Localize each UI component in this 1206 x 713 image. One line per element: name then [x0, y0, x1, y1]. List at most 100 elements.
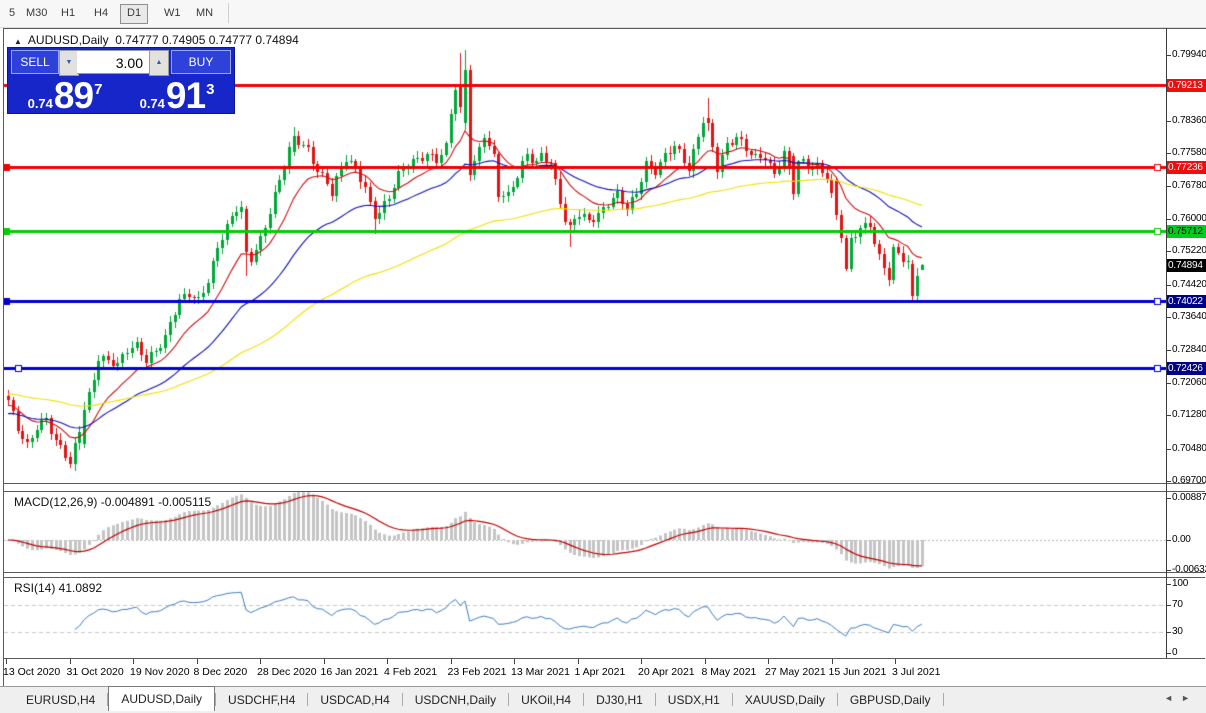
chart-tab-audusd-daily[interactable]: AUDUSD,Daily [108, 686, 216, 711]
timeframe-button-5[interactable]: 5 [9, 7, 16, 19]
volume-decrease-button[interactable]: ▼ [59, 50, 79, 76]
chart-tab-usdcad-h4[interactable]: USDCAD,H4 [320, 693, 390, 707]
price-level-label: 0.77236 [1167, 161, 1206, 175]
date-tick [514, 659, 515, 664]
date-tick-label: 31 Oct 2020 [66, 666, 124, 678]
price-tick-label: 0.69700 [1172, 474, 1206, 486]
price-level-label: 0.74022 [1167, 295, 1206, 309]
chart-tab-bar: EURUSD,H4 AUDUSD,Daily USDCHF,H4 USDCAD,H4 U… [0, 686, 1206, 713]
sell-price[interactable]: 0.74 89 7 [27, 75, 103, 116]
chart-tab-eurusd-h4[interactable]: EURUSD,H4 [26, 693, 96, 707]
toolbar-separator [228, 3, 229, 23]
date-tick [69, 659, 71, 664]
price-tick-label: 0.77580 [1172, 147, 1206, 159]
rsi-tick [1166, 632, 1171, 634]
macd-tick [1166, 570, 1171, 572]
tab-scroll-arrows[interactable]: ◄► [1164, 693, 1198, 703]
price-tick-label: 0.72060 [1172, 376, 1206, 388]
tab-separator [836, 693, 838, 707]
macd-tick-label: -0.00632 [1172, 564, 1206, 576]
tab-scroll-left-icon[interactable]: ◄ [1164, 693, 1182, 703]
price-tick [1166, 186, 1171, 188]
date-tick [641, 659, 642, 664]
tab-separator [508, 693, 510, 707]
tab-separator [731, 693, 733, 707]
tab-separator [401, 693, 403, 707]
buy-button[interactable]: BUY [171, 50, 231, 74]
macd-tick-label: 0.00 [1172, 534, 1191, 545]
symbol-label: AUDUSD,Daily [27, 33, 109, 47]
date-tick-label: 8 Dec 2020 [193, 666, 248, 678]
macd-indicator-label: MACD(12,26,9) -0.004891 -0.005115 [14, 495, 212, 509]
price-tick-label: 0.73640 [1172, 311, 1206, 323]
macd-rsi-splitter[interactable] [3, 572, 1205, 573]
rsi-tick [1166, 604, 1171, 606]
chart-tab-ukoil-h4[interactable]: UKOil,H4 [521, 693, 572, 707]
macd-panel-top-border [3, 491, 1205, 492]
rsi-tick-label: 100 [1172, 578, 1189, 589]
sell-button[interactable]: SELL [11, 50, 59, 74]
collapse-panel-icon[interactable]: ▲ [14, 37, 22, 46]
date-tick [323, 659, 325, 664]
chart-tab-usdchf-h4[interactable]: USDCHF,H4 [228, 693, 296, 707]
date-tick-label: 8 May 2021 [701, 666, 757, 678]
ohlc-values: 0.74777 0.74905 0.74777 0.74894 [115, 33, 299, 47]
date-tick [704, 659, 706, 664]
chart-tab-gbpusd-daily[interactable]: GBPUSD,Daily [849, 693, 931, 707]
date-tick-label: 15 Jun 2021 [828, 666, 887, 678]
date-tick [577, 659, 579, 664]
price-tick-label: 0.74420 [1172, 278, 1206, 290]
main-macd-splitter[interactable] [3, 483, 1205, 484]
tab-scroll-right-icon[interactable]: ► [1181, 693, 1198, 703]
date-tick [387, 659, 388, 664]
macd-tick-label: 0.008871 [1172, 491, 1206, 503]
date-tick [133, 659, 134, 664]
price-tick [1166, 382, 1171, 384]
timeframe-button-w1[interactable]: W1 [164, 7, 181, 19]
tab-separator [307, 693, 309, 707]
date-tick [450, 659, 452, 664]
chart-tab-usdx-h1[interactable]: USDX,H1 [667, 693, 720, 707]
price-tick-label: 0.76780 [1172, 180, 1206, 192]
volume-increase-button[interactable]: ▲ [149, 50, 169, 76]
price-level-label: 0.72426 [1167, 361, 1206, 375]
chart-tab-dj30-h1[interactable]: DJ30,H1 [596, 693, 643, 707]
price-tick [1166, 251, 1171, 253]
date-tick-label: 13 Oct 2020 [3, 666, 61, 678]
price-tick [1166, 415, 1171, 417]
price-tick-label: 0.79940 [1172, 49, 1206, 60]
rsi-tick [1166, 653, 1171, 654]
rsi-tick-label: 30 [1172, 626, 1183, 638]
date-tick-label: 19 Nov 2020 [130, 666, 190, 678]
timeframe-button-h4[interactable]: H4 [94, 7, 109, 19]
date-tick-label: 4 Feb 2021 [384, 666, 438, 678]
price-level-label: 0.74894 [1167, 258, 1206, 272]
price-tick [1166, 153, 1171, 155]
price-tick [1166, 120, 1171, 122]
price-tick [1166, 448, 1171, 450]
timeframe-button-m30[interactable]: M30 [26, 7, 48, 19]
timeframe-button-d1[interactable]: D1 [120, 4, 149, 24]
timeframe-button-mn[interactable]: MN [196, 7, 214, 19]
rsi-tick-label: 0 [1172, 647, 1178, 658]
price-tick-label: 0.70480 [1172, 442, 1206, 454]
date-tick [768, 659, 769, 664]
rsi-indicator-label: RSI(14) 41.0892 [14, 581, 103, 595]
date-tick-label: 20 Apr 2021 [638, 666, 695, 678]
volume-input[interactable]: 3.00 [77, 50, 149, 74]
price-tick [1166, 218, 1171, 220]
chart-tab-usdcnh-daily[interactable]: USDCNH,Daily [414, 693, 497, 707]
timeframe-toolbar: 5 M30 H1 H4 D1 W1 MN [0, 0, 1206, 28]
rsi-tick-label: 70 [1172, 598, 1183, 610]
tab-separator [107, 693, 109, 707]
price-tick [1166, 55, 1171, 56]
price-tick-label: 0.71280 [1172, 409, 1206, 421]
price-tick [1166, 317, 1171, 319]
rsi-tick [1166, 584, 1171, 585]
buy-price[interactable]: 0.74 91 3 [139, 75, 215, 116]
price-level-label: 0.79213 [1167, 79, 1206, 93]
timeframe-button-h1[interactable]: H1 [61, 7, 76, 19]
rsi-bottom-border [3, 658, 1205, 659]
chart-tab-xauusd-daily[interactable]: XAUUSD,Daily [744, 693, 825, 707]
price-chart-canvas[interactable] [4, 29, 1166, 658]
